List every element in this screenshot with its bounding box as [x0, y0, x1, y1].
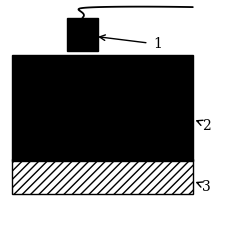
- Bar: [12, 55, 193, 161]
- Text: 1: 1: [154, 37, 162, 51]
- Bar: [12, 159, 193, 194]
- Bar: [67, 18, 98, 51]
- Text: 2: 2: [202, 119, 211, 133]
- Text: 3: 3: [202, 180, 211, 194]
